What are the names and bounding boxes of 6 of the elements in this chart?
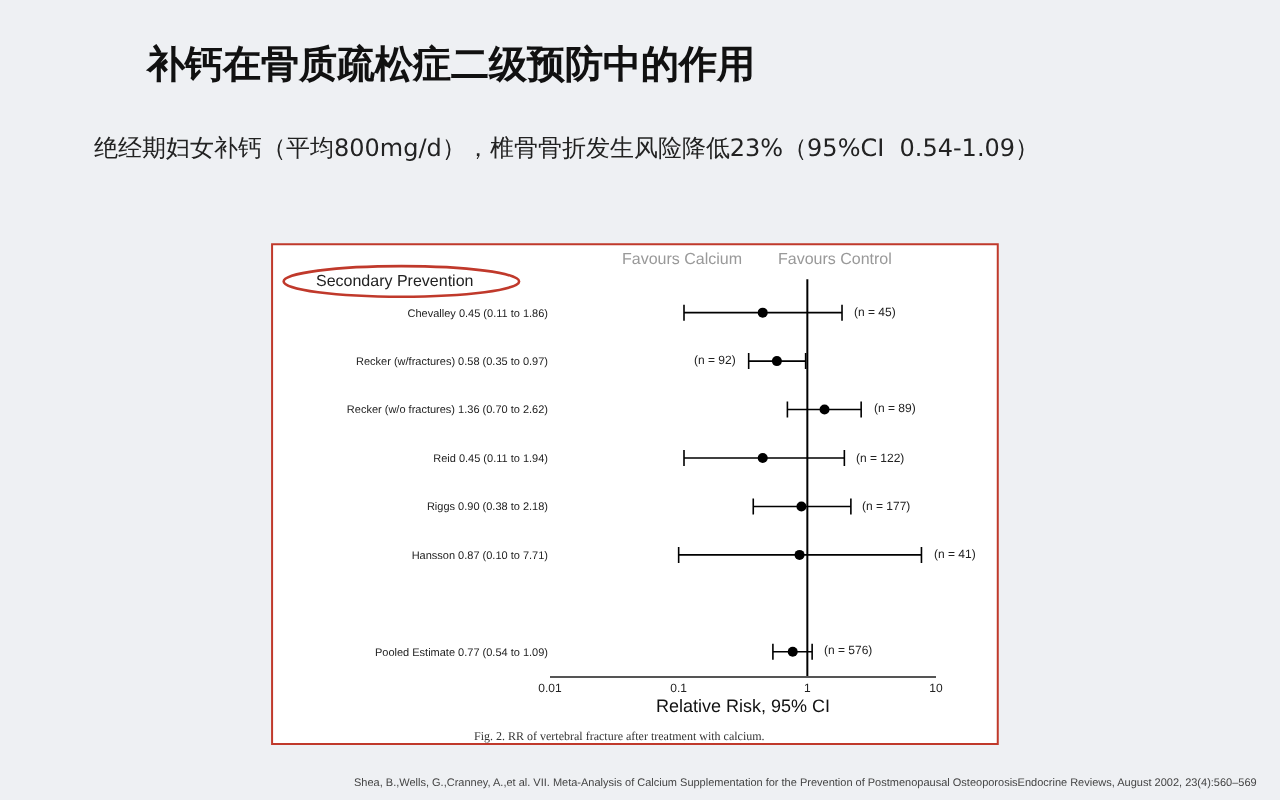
chart-subtitle: 绝经期妇女补钙（平均800mg/d），椎骨骨折发生风险降低23%（95%CI 0.54-1.09） (94, 134, 1040, 162)
x-axis-title: Relative Risk, 95% CI (655, 696, 831, 717)
text: Favours Control (778, 250, 893, 268)
chart-title: 补钙在骨质疏松症二级预防中的作用 (145, 43, 756, 88)
text: Secondary Prevention (316, 272, 474, 290)
text: Favours Calcium (622, 250, 743, 268)
